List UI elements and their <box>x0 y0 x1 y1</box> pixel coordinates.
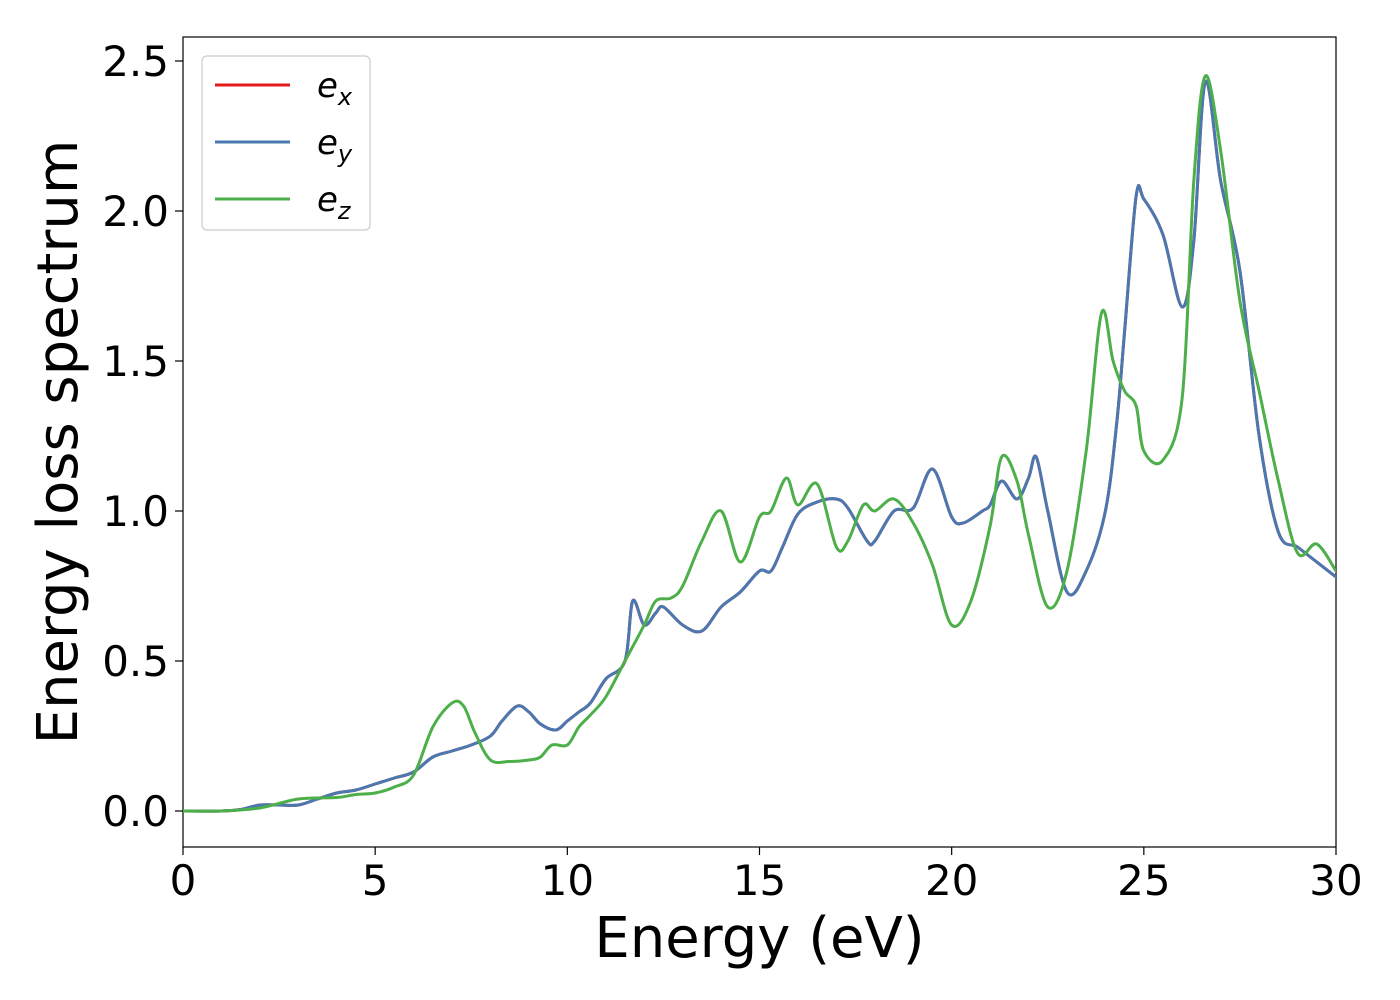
y-axis-title: Energy loss spectrum <box>26 140 91 745</box>
x-tick-label: 25 <box>1117 856 1170 905</box>
x-tick-label: 0 <box>170 856 197 905</box>
y-tick-label: 0.5 <box>102 637 169 686</box>
legend-label-ex: ex <box>317 66 353 111</box>
x-tick-label: 5 <box>362 856 389 905</box>
x-axis-title: Energy (eV) <box>594 906 924 971</box>
y-tick-label: 2.5 <box>102 37 169 86</box>
x-axis-ticks: 0 5 10 15 20 25 30 <box>170 847 1363 905</box>
x-tick-label: 15 <box>733 856 786 905</box>
x-tick-label: 10 <box>541 856 594 905</box>
x-tick-label: 30 <box>1309 856 1362 905</box>
legend-label-ey: ey <box>317 123 353 168</box>
y-tick-label: 1.5 <box>102 337 169 386</box>
y-tick-label: 1.0 <box>102 487 169 536</box>
legend: ex ey ez <box>201 55 371 231</box>
x-tick-label: 20 <box>925 856 978 905</box>
legend-label-ez: ez <box>317 180 352 225</box>
y-axis-ticks: 0.0 0.5 1.0 1.5 2.0 2.5 <box>102 37 183 836</box>
series-layer <box>183 74 1336 813</box>
y-tick-label: 2.0 <box>102 187 169 236</box>
series-line-ez <box>183 74 1336 813</box>
series-line-ey <box>183 79 1336 813</box>
y-tick-label: 0.0 <box>102 787 169 836</box>
